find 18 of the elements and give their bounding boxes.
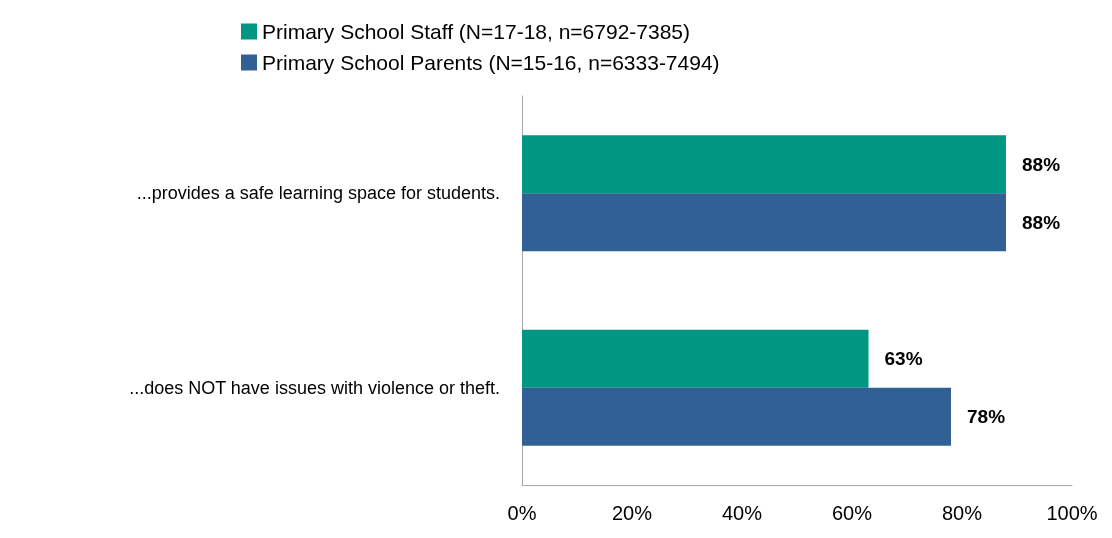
x-tick-label: 100% bbox=[1046, 502, 1098, 524]
x-tick-label: 80% bbox=[941, 502, 983, 524]
data-label: 63% bbox=[884, 348, 923, 370]
bar bbox=[522, 387, 951, 446]
y-tick-label: ...does NOT have issues with violence or theft. bbox=[129, 377, 500, 398]
bar bbox=[522, 193, 1006, 252]
x-tick-label: 60% bbox=[831, 502, 873, 524]
bar bbox=[522, 329, 869, 388]
x-tick-label: 20% bbox=[611, 502, 653, 524]
data-label: 88% bbox=[1022, 211, 1061, 233]
data-label: 88% bbox=[1022, 153, 1061, 175]
legend-label: Primary School Parents (N=15-16, n=6333-7494) bbox=[262, 51, 720, 74]
bar bbox=[522, 135, 1006, 194]
data-label: 78% bbox=[967, 406, 1006, 428]
legend-label: Primary School Staff (N=17-18, n=6792-7385) bbox=[262, 20, 691, 43]
x-tick-label: 40% bbox=[721, 502, 763, 524]
y-tick-label: ...provides a safe learning space for students. bbox=[136, 183, 500, 204]
x-tick-label: 0% bbox=[507, 502, 537, 524]
